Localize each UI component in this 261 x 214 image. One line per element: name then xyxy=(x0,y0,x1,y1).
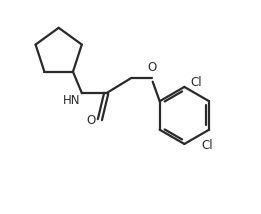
Text: HN: HN xyxy=(63,94,81,107)
Text: O: O xyxy=(148,61,157,74)
Text: Cl: Cl xyxy=(201,139,213,152)
Text: Cl: Cl xyxy=(190,76,202,89)
Text: O: O xyxy=(86,114,96,127)
